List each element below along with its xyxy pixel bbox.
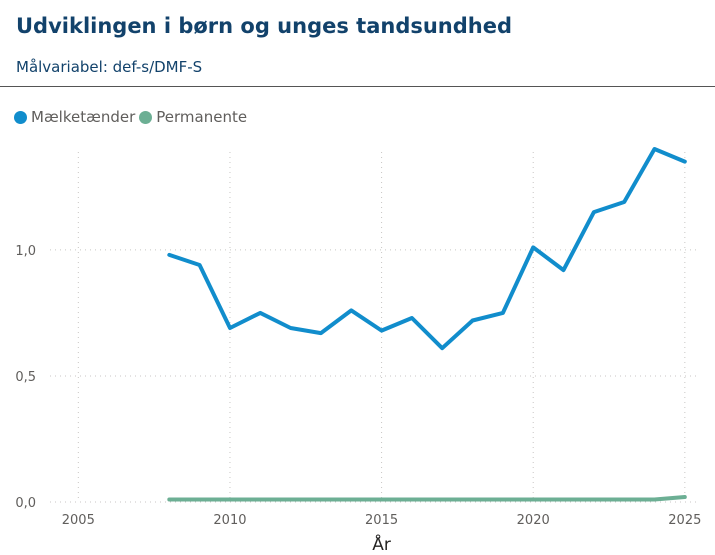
- chart-title: Udviklingen i børn og unges tandsundhed: [16, 14, 513, 38]
- x-tick-label-2015: 2015: [365, 513, 398, 528]
- y-tick-label-0: 0,0: [15, 496, 36, 511]
- y-tick-label-2: 1,0: [15, 244, 36, 259]
- series-line-permanente: [167, 495, 687, 502]
- chart-legend: Mælketænder Permanente: [14, 108, 251, 126]
- legend-marker-permanente: [139, 110, 153, 124]
- legend-marker-maelketaender: [14, 110, 27, 124]
- y-tick-label-1: 0,5: [15, 370, 36, 385]
- x-tick-label-2025: 2025: [668, 513, 701, 528]
- legend-item-maelketaender[interactable]: Mælketænder: [14, 108, 135, 126]
- legend-item-permanente[interactable]: Permanente: [139, 108, 247, 126]
- legend-label-permanente: Permanente: [156, 108, 248, 126]
- legend-label-maelketaender: Mælketænder: [31, 108, 136, 126]
- x-tick-label-2010: 2010: [213, 513, 246, 528]
- x-axis-label: År: [372, 533, 391, 555]
- header-divider: [0, 86, 715, 87]
- series-line-maelketaender: [167, 147, 687, 351]
- x-tick-label-2005: 2005: [62, 513, 95, 528]
- chart-subtitle: Målvariabel: def-s/DMF-S: [16, 58, 203, 76]
- x-tick-label-2020: 2020: [517, 513, 550, 528]
